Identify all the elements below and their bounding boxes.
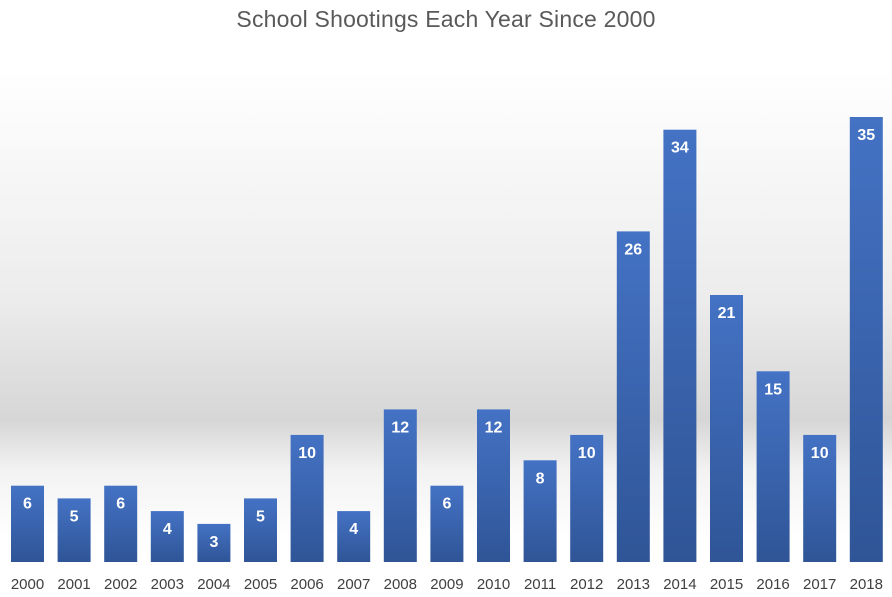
x-tick-label: 2016: [756, 576, 789, 593]
bar-2016: [756, 371, 790, 562]
x-tick-label: 2008: [384, 576, 417, 593]
bar-value-label: 10: [578, 445, 596, 462]
bar-value-label: 12: [485, 419, 503, 436]
bar-2006: [290, 434, 324, 562]
bar-2015: [710, 295, 743, 562]
bar-2000: [11, 485, 44, 562]
bar-value-label: 26: [624, 241, 642, 258]
bar-value-label: 6: [442, 496, 451, 513]
x-tick-label: 2010: [477, 576, 510, 593]
bar-2004: [197, 523, 231, 562]
chart-title: School Shootings Each Year Since 2000: [236, 6, 656, 32]
bar-value-label: 15: [764, 381, 782, 398]
bar-value-label: 5: [70, 508, 79, 525]
bar-2001: [57, 498, 91, 562]
x-tick-label: 2000: [11, 576, 44, 593]
bar-2014: [663, 129, 697, 562]
bar-value-label: 6: [23, 496, 32, 513]
bar-2017: [803, 434, 837, 562]
bar-2012: [570, 434, 604, 562]
bar-value-label: 4: [163, 521, 172, 538]
bar-2003: [150, 511, 184, 562]
x-tick-label: 2007: [337, 576, 370, 593]
bar-value-label: 10: [811, 445, 829, 462]
bar-2005: [244, 498, 277, 562]
x-tick-label: 2013: [617, 576, 650, 593]
bar-value-label: 12: [391, 419, 409, 436]
bar-2002: [104, 485, 138, 562]
bar-2009: [430, 485, 464, 562]
x-tick-label: 2014: [663, 576, 696, 593]
bar-value-label: 34: [671, 140, 689, 157]
x-tick-label: 2003: [151, 576, 184, 593]
bar-2018: [849, 117, 883, 562]
x-tick-label: 2012: [570, 576, 603, 593]
x-tick-label: 2004: [197, 576, 230, 593]
bar-2007: [337, 511, 371, 562]
x-tick-label: 2005: [244, 576, 277, 593]
bar-value-label: 8: [536, 470, 545, 487]
bar-value-label: 6: [116, 496, 125, 513]
x-tick-label: 2017: [803, 576, 836, 593]
x-tick-label: 2011: [524, 576, 556, 593]
bar-2013: [616, 231, 650, 562]
bar-value-label: 35: [857, 127, 875, 144]
bar-value-label: 4: [349, 521, 358, 538]
bar-value-label: 3: [209, 534, 218, 551]
bar-2011: [523, 460, 557, 562]
x-tick-label: 2001: [57, 576, 90, 593]
x-tick-label: 2002: [104, 576, 137, 593]
x-tick-label: 2006: [290, 576, 323, 593]
x-tick-label: 2015: [710, 576, 743, 593]
bar-2008: [383, 409, 417, 562]
x-tick-label: 2009: [430, 576, 463, 593]
x-tick-label: 2018: [850, 576, 883, 593]
bar-2010: [477, 409, 510, 562]
bar-value-label: 10: [298, 445, 316, 462]
bar-value-label: 5: [256, 508, 265, 525]
bar-value-label: 21: [718, 305, 736, 322]
